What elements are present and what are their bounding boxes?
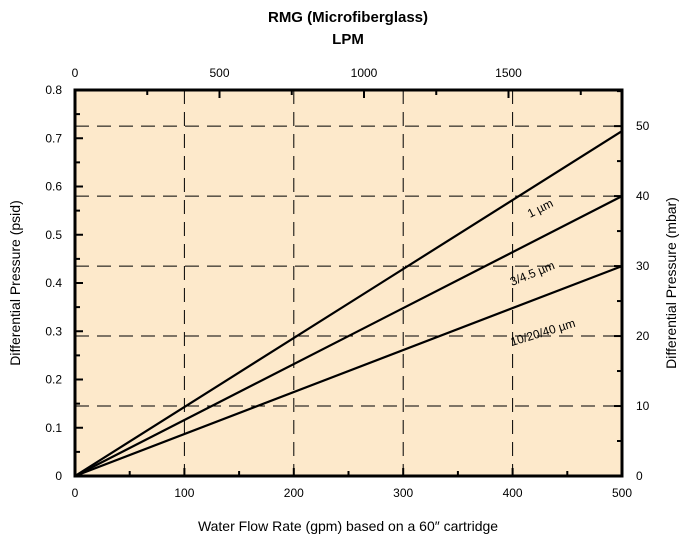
x2-tick-label: 1500	[495, 66, 522, 80]
y-tick-label: 0.8	[45, 83, 62, 97]
plot-area	[73, 88, 624, 478]
series-lines	[74, 130, 623, 478]
y2-tick-label: 0	[636, 469, 643, 483]
y-tick-label: 0.7	[45, 131, 62, 145]
y2-axis-label: Differential Pressure (mbar)	[663, 197, 679, 369]
y-tick-label: 0.2	[45, 373, 62, 387]
y-tick-label: 0	[55, 469, 62, 483]
x2-tick-label: 500	[209, 66, 229, 80]
y2-tick-label: 10	[636, 399, 650, 413]
chart-title: RMG (Microfiberglass)	[268, 9, 428, 26]
series-line-3	[74, 265, 623, 478]
x-tick-label: 0	[72, 486, 79, 500]
series-line-2	[74, 195, 623, 477]
y-tick-label: 0.4	[45, 276, 62, 290]
x2-tick-label: 0	[72, 66, 79, 80]
y-tick-label: 0.3	[45, 324, 62, 338]
y-axis-label: Differential Pressure (psid)	[7, 200, 23, 365]
x-tick-label: 300	[393, 486, 413, 500]
y2-tick-label: 30	[636, 259, 650, 273]
chart-subtitle: LPM	[332, 31, 364, 48]
series-line-1	[74, 130, 623, 477]
x-tick-label: 400	[503, 486, 523, 500]
y-tick-label: 0.6	[45, 180, 62, 194]
y-tick-label: 0.1	[45, 421, 62, 435]
y2-tick-label: 50	[636, 119, 650, 133]
x-axis-label: Water Flow Rate (gpm) based on a 60″ car…	[198, 518, 498, 534]
x-tick-label: 200	[284, 486, 304, 500]
y2-tick-label: 40	[636, 189, 650, 203]
y-tick-label: 0.5	[45, 228, 62, 242]
x-tick-label: 500	[612, 486, 632, 500]
x2-tick-label: 1000	[351, 66, 378, 80]
x-tick-label: 100	[174, 486, 194, 500]
y2-tick-label: 20	[636, 329, 650, 343]
